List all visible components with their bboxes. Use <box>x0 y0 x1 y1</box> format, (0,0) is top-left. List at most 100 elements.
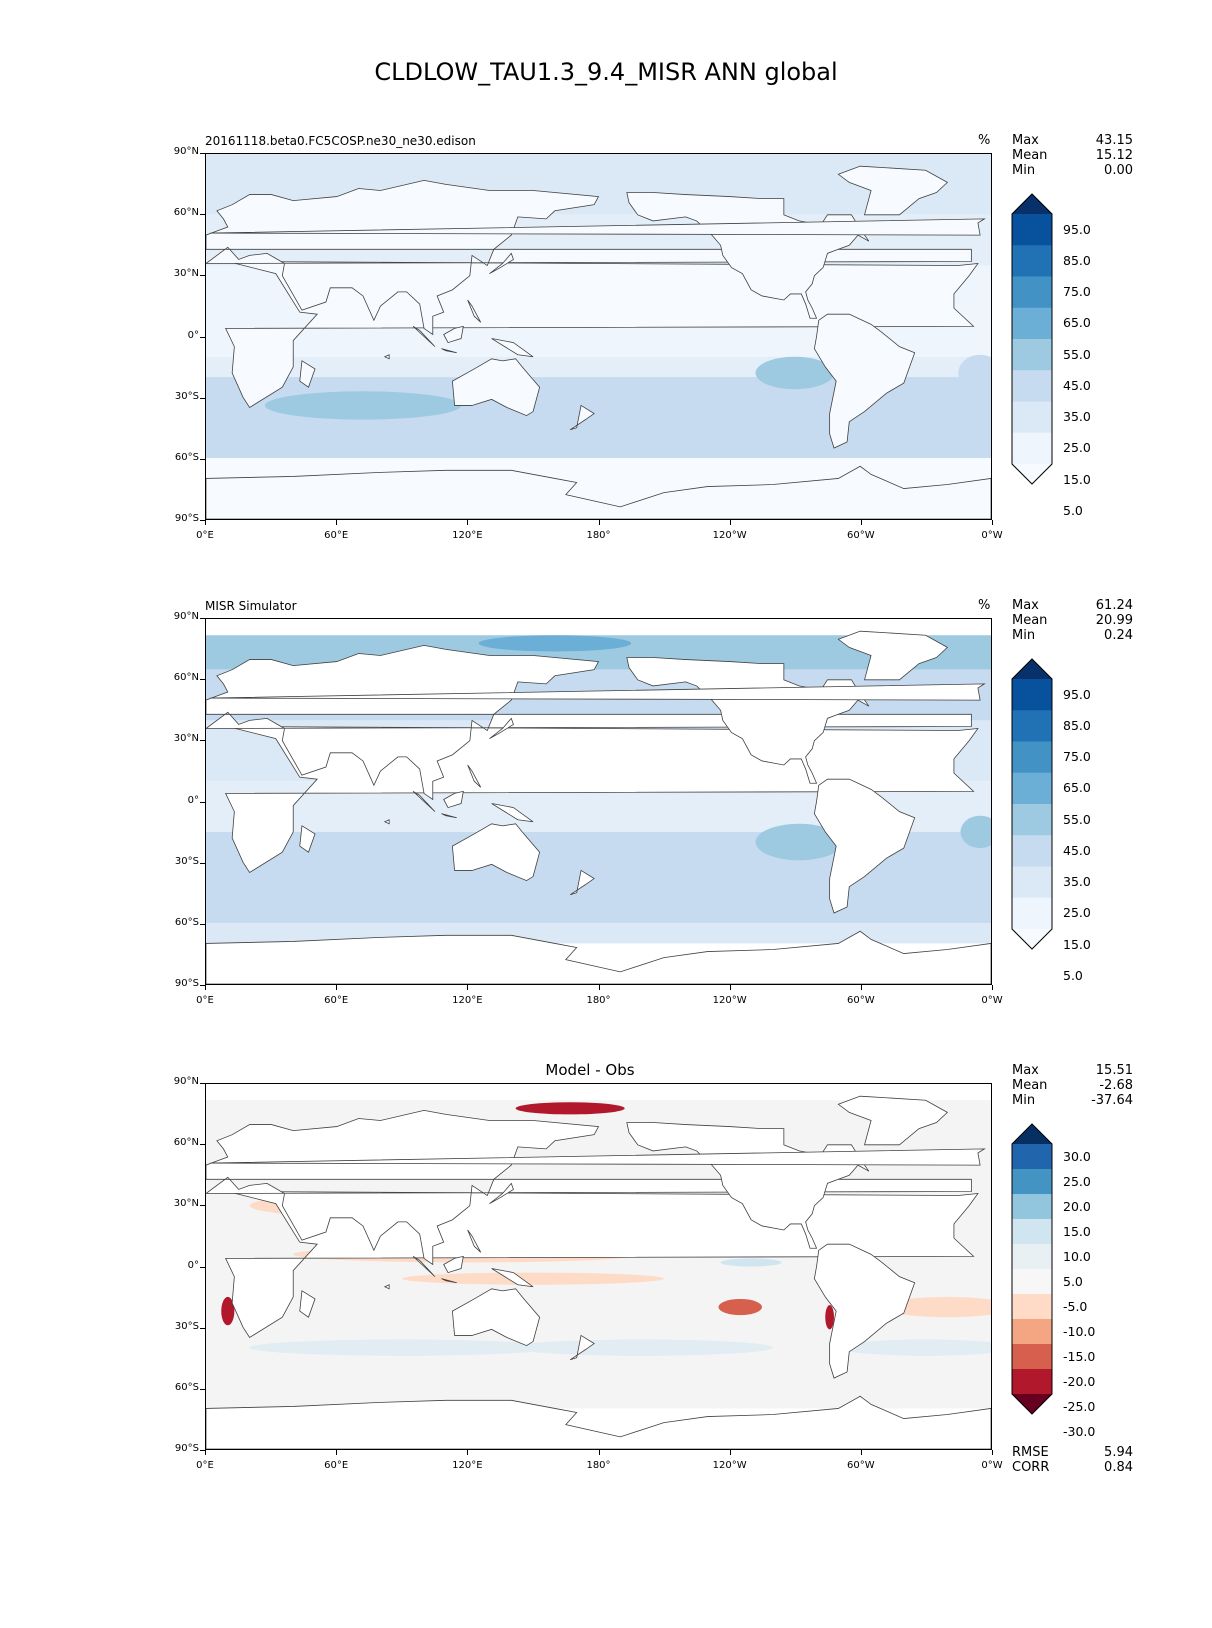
ytick-mark <box>200 1144 205 1146</box>
coastline-10 <box>491 1268 534 1288</box>
ytick-label: 90°S <box>174 513 199 524</box>
xtick-mark <box>336 1450 338 1455</box>
xtick-label: 0°E <box>196 995 214 1006</box>
xtick-label: 0°E <box>196 1460 214 1471</box>
colorbar-label: -25.0 <box>1063 1398 1096 1414</box>
stat-max-label: Max <box>1012 598 1039 613</box>
map-field <box>206 1084 991 1449</box>
coastline-7 <box>412 1256 436 1277</box>
colorbar-label: 25.0 <box>1063 440 1091 456</box>
ytick-label: 30°S <box>174 1320 199 1332</box>
xtick-label: 0°W <box>981 530 1003 541</box>
colorbar-label: 5.0 <box>1063 502 1083 518</box>
map-panel-3 <box>205 1083 992 1450</box>
coastline-7 <box>412 326 436 347</box>
ytick-mark <box>200 801 205 803</box>
colorbar-segment <box>1012 897 1052 930</box>
coastline-12 <box>467 1229 482 1253</box>
field-band-0 <box>206 619 991 636</box>
stat-corr-label: CORR <box>1012 1460 1050 1475</box>
stat-rmse-value: 5.94 <box>1104 1445 1133 1460</box>
xtick-label: 60°W <box>847 995 875 1006</box>
colorbar-segment <box>1012 1244 1052 1270</box>
ytick-label: 0° <box>187 1259 199 1271</box>
ytick-label: 0° <box>187 329 199 341</box>
field-neg-2 <box>881 1296 991 1318</box>
colorbar-label: 25.0 <box>1063 1173 1091 1189</box>
colorbar-label: 35.0 <box>1063 874 1091 890</box>
colorbar-segment <box>1012 1369 1052 1395</box>
colorbar-segment <box>1012 245 1052 277</box>
coastline-6 <box>206 465 991 519</box>
ytick-label: 60°S <box>174 916 199 928</box>
xtick-mark <box>467 520 469 525</box>
colorbar-segment <box>1012 1319 1052 1345</box>
xtick-label: 120°E <box>452 995 483 1006</box>
coastline-11 <box>489 717 514 739</box>
xtick-mark <box>992 520 993 525</box>
ytick-label: 30°N <box>173 733 199 745</box>
xtick-label: 0°W <box>981 1460 1003 1471</box>
xtick-mark <box>205 1450 206 1455</box>
coastline-5 <box>837 630 949 681</box>
field-pos-1 <box>511 1339 773 1356</box>
colorbar-label: 5.0 <box>1063 967 1083 983</box>
coastline-8 <box>441 1278 457 1284</box>
colorbar-segment <box>1012 1294 1052 1320</box>
ytick-label: 90°N <box>173 146 199 157</box>
colorbar-segment <box>1012 1144 1052 1170</box>
colorbar-extend-bottom <box>1012 1394 1052 1414</box>
xtick-label: 180° <box>586 1460 611 1471</box>
coastline-6 <box>206 930 991 984</box>
ytick-label: 30°S <box>174 390 199 402</box>
colorbar-label: 85.0 <box>1063 717 1091 733</box>
colorbar-segment <box>1012 214 1052 246</box>
ytick-mark <box>200 520 205 521</box>
stat-min-value: -37.64 <box>1091 1093 1133 1108</box>
coastline-9 <box>443 325 464 344</box>
field-blob-seatl <box>958 354 991 392</box>
colorbar-label: 65.0 <box>1063 315 1091 331</box>
colorbar-label: -15.0 <box>1063 1348 1096 1364</box>
ytick-label: 60°S <box>174 451 199 463</box>
panel1-title: 20161118.beta0.FC5COSP.ne30_ne30.edison <box>205 134 476 148</box>
coastline-10 <box>491 803 534 823</box>
xtick-mark <box>336 985 338 990</box>
stat-corr-value: 0.84 <box>1104 1460 1133 1475</box>
coastline-13 <box>299 825 316 853</box>
xtick-label: 120°E <box>452 530 483 541</box>
colorbar-label: 30.0 <box>1063 1148 1091 1164</box>
xtick-label: 0°E <box>196 530 214 541</box>
xtick-mark <box>860 520 862 525</box>
colorbar-label: 75.0 <box>1063 284 1091 300</box>
colorbar-segment <box>1012 835 1052 867</box>
colorbar-segment <box>1012 710 1052 742</box>
coastline-11 <box>489 252 514 274</box>
ytick-mark <box>200 458 205 460</box>
map-panel-1 <box>205 153 992 520</box>
xtick-label: 60°W <box>847 1460 875 1471</box>
stat-mean-label: Mean <box>1012 1078 1048 1093</box>
ytick-label: 90°S <box>174 1443 199 1454</box>
colorbar-label: 55.0 <box>1063 346 1091 362</box>
ytick-mark <box>200 1388 205 1390</box>
coastline-15 <box>210 683 986 701</box>
coastline-10 <box>491 338 534 358</box>
field-blob-arctic <box>515 1102 625 1115</box>
field-blob-sepac <box>755 823 843 861</box>
stat-mean-label: Mean <box>1012 148 1048 163</box>
coastline-2 <box>451 358 541 417</box>
colorbar-label: -20.0 <box>1063 1373 1096 1389</box>
coastline-4 <box>813 1243 916 1379</box>
stat-min-value: 0.00 <box>1104 163 1133 178</box>
map-field <box>206 154 991 519</box>
coastline-14 <box>569 869 595 896</box>
colorbar-label: 45.0 <box>1063 842 1091 858</box>
colorbar-label: -10.0 <box>1063 1323 1096 1339</box>
ytick-label: 60°N <box>173 672 199 684</box>
xtick-label: 0°W <box>981 995 1003 1006</box>
colorbar-label: 15.0 <box>1063 936 1091 952</box>
coastline-2 <box>451 1288 541 1347</box>
ytick-mark <box>200 923 205 925</box>
xtick-mark <box>860 1450 862 1455</box>
